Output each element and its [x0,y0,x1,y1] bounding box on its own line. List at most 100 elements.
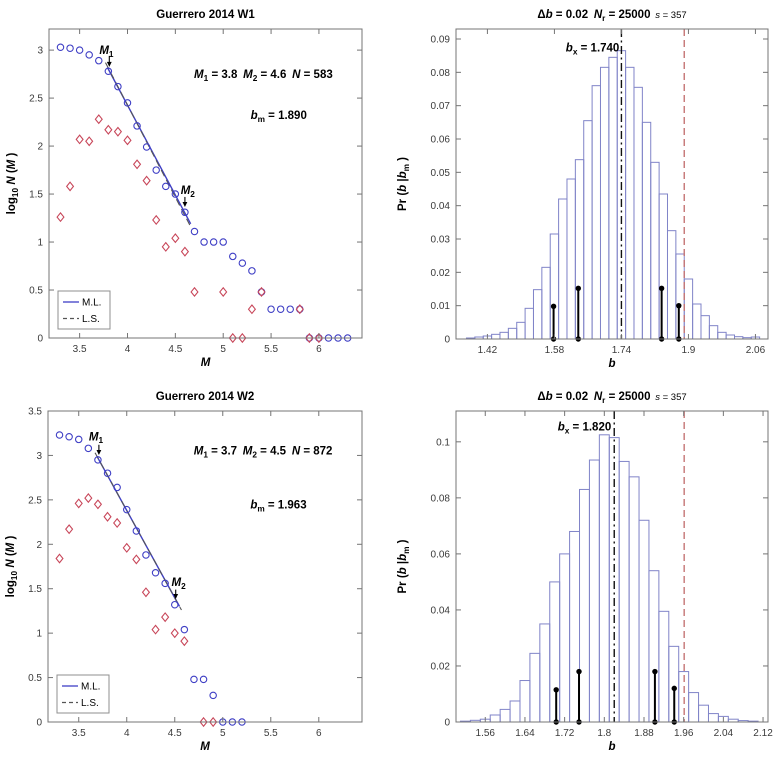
x-axis-label: M [201,357,211,369]
histogram-bar [688,692,700,723]
histogram-bar [499,331,509,340]
x-tick-label: 1.56 [476,728,496,739]
histogram-bar [717,331,727,340]
data-point-circle [66,44,74,52]
data-point-diamond [295,304,304,315]
data-point-diamond [104,124,113,135]
panel-posterior-histogram-w1: bx = 1.740 1.42 1.58 1.74 1.9 2.06 0 0.01 0.02 0.… [397,9,769,370]
data-point-circle [190,227,199,236]
data-point-diamond [219,286,228,298]
histogram-bar [725,334,735,340]
y-tick-label: 3.5 [28,407,42,418]
x-tick-label: 2.04 [714,728,734,739]
data-point-diamond [113,126,123,137]
y-axis-label: Pr (b |bm ) [397,157,411,211]
data-point-diamond [132,554,141,565]
y-tick-label: 0.09 [431,35,451,46]
y-tick-label: 2.5 [28,495,42,506]
data-point-circle [152,166,160,174]
histogram-bar [499,708,511,723]
data-point-diamond [65,181,75,192]
stem-dot-top [676,302,682,309]
histogram-bar [700,315,710,340]
histogram-bar [625,66,635,340]
data-point-circle [209,238,218,246]
histogram-bar [591,85,601,340]
data-point-circle [56,43,65,51]
y-tick-label: 0.5 [29,286,43,297]
stem-dot-top [652,668,658,675]
data-point-diamond [103,511,112,522]
y-tick-label: 1 [36,629,42,640]
x-tick-label: 6 [316,344,322,355]
x-tick-label: 1.88 [634,728,654,739]
data-point-circle [132,527,141,535]
axes: 3.5 4 4.5 5 5.5 6 0 0.5 1 1.5 2 2.5 3 [29,28,363,355]
data-point-circle [219,238,227,246]
stem-dot-top [553,687,559,693]
text-annotation: bm = 1.890 [251,110,307,124]
y-tick-label: 0.06 [431,549,451,560]
x-tick-label: 1.9 [681,345,695,356]
data-point-diamond [142,175,151,186]
data-point-circle [286,305,294,313]
stem-dot-top [671,685,677,692]
data-point-circle [123,99,132,107]
data-point-circle [162,182,170,191]
histogram-bar [541,266,551,340]
text-annotation: M1 = 3.7 M2 = 4.5 N = 872 [194,446,333,460]
data-point-circle [229,252,237,261]
data-point-circle [161,579,169,588]
axes-box [48,28,363,339]
histogram-bar [539,623,551,723]
confidence-stems [553,668,677,725]
series-incremental-counts [56,114,324,344]
x-tick-label: 4.5 [168,728,182,739]
x-tick-label: 1.42 [478,345,498,356]
x-tick-label: 3.5 [72,728,86,739]
text-annotation: bm = 1.963 [250,500,306,514]
magnitude-cutoff-label: M1 [89,431,104,445]
histogram-bar [638,519,650,723]
data-point-diamond [93,499,103,510]
x-axis-label: b [608,741,615,753]
data-point-circle [238,259,247,267]
data-point-circle [103,469,112,477]
histogram-bar [675,253,685,340]
data-point-diamond [94,114,103,125]
histogram-bar [666,230,677,340]
data-point-circle [84,444,93,453]
data-point-diamond [132,159,142,170]
histogram-bar [549,581,561,723]
x-axis-label: b [608,358,615,370]
histogram-bars [465,50,761,340]
data-point-circle [94,456,102,464]
y-tick-label: 0 [36,718,42,729]
y-tick-label: 1.5 [28,584,42,595]
histogram-bar [588,459,600,723]
data-point-circle [65,433,73,441]
data-point-diamond [161,612,170,623]
data-point-circle [199,675,208,684]
x-tick-label: 2.06 [746,345,766,356]
y-axis-label: log10 N (M ) [6,153,20,215]
x-tick-label: 1.64 [515,728,535,739]
y-tick-label: 2 [37,142,43,153]
x-tick-label: 4 [124,728,130,739]
histogram-bar [658,610,670,723]
axes: 1.56 1.64 1.72 1.8 1.88 1.96 2.04 2.12 0 0.02 0.04… [431,410,773,739]
histogram-bars [459,434,759,723]
histogram-bar [516,321,526,340]
y-tick-label: 0 [37,334,43,345]
data-point-diamond [84,493,93,504]
histogram-bar [598,434,610,723]
histogram-bar [509,700,521,723]
histogram-bar [507,327,518,340]
data-point-circle [74,435,83,444]
x-tick-label: 4 [125,344,131,355]
histogram-bar [489,714,501,723]
y-tick-label: 0.05 [431,168,451,179]
data-point-circle [276,305,285,313]
axes: 3.5 4 4.5 5 5.5 6 0 0.5 1 1.5 2 2.5 3 3.5 [28,407,363,739]
